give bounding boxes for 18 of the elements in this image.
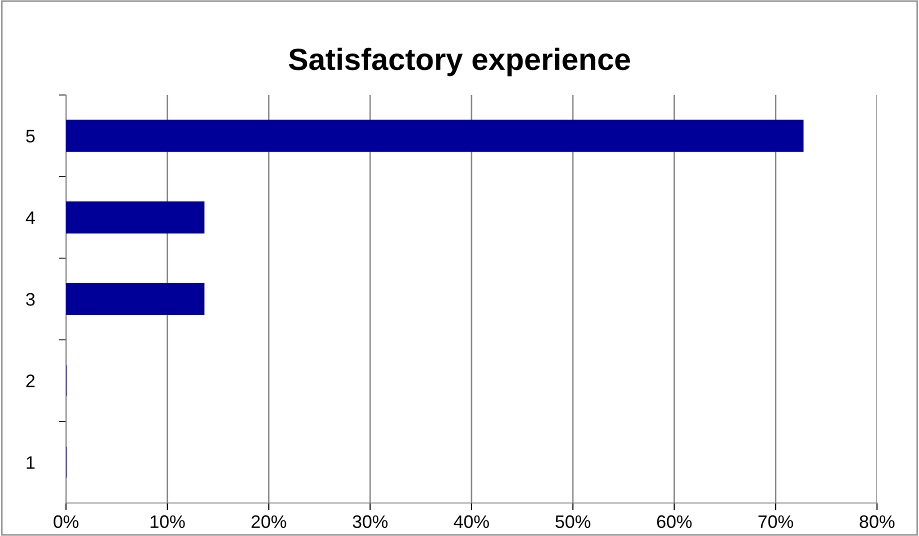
x-tick-label: 50% [556,515,590,528]
x-tick-label: 10% [150,515,185,528]
x-tick-label: 20% [252,515,286,528]
y-tick-label: 4 [26,212,35,224]
chart-title: Satisfactory experience [288,48,630,76]
y-tick-label: 3 [26,292,35,306]
y-tick-label: 1 [26,456,35,469]
y-tick-label: 2 [26,374,35,388]
x-tick-label: 60% [657,515,692,528]
x-tick-label: 70% [758,515,794,528]
bar [66,120,804,152]
x-tick-label: 80% [860,515,894,528]
bar [66,201,204,234]
x-tick-label: 40% [454,515,489,528]
y-tick-label: 5 [26,130,35,143]
bar [66,282,204,316]
x-tick-label: 0% [54,515,78,528]
x-tick-label: 30% [352,515,388,528]
